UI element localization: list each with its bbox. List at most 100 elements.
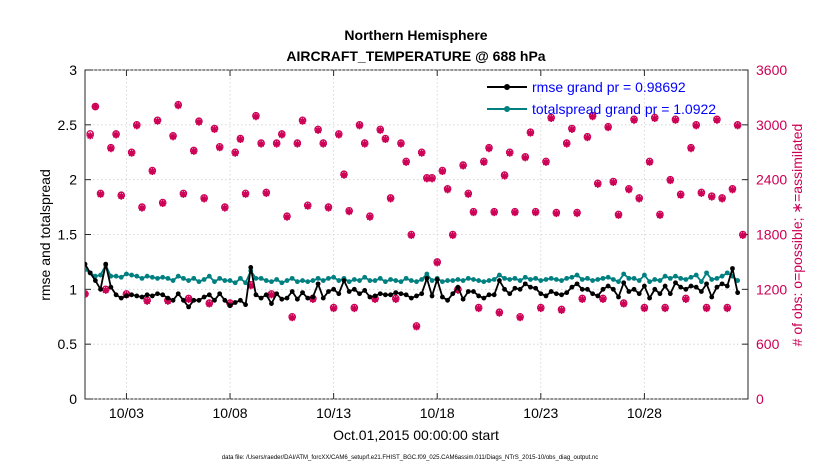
- totalspread-point: [383, 279, 388, 285]
- totalspread-point: [294, 279, 300, 285]
- y-tick-label-right: 3600: [756, 62, 787, 78]
- rmse-point: [496, 278, 502, 283]
- obs-assimilated-point: [547, 114, 555, 123]
- rmse-point: [424, 275, 430, 281]
- obs-assimilated-point: [133, 122, 141, 130]
- y-axis-label-left: rmse and totalspread: [37, 169, 53, 301]
- rmse-point: [284, 295, 290, 301]
- rmse-point: [724, 283, 730, 289]
- rmse-point: [175, 291, 181, 297]
- totalspread-point: [346, 279, 352, 285]
- rmse-point: [574, 281, 580, 287]
- obs-assimilated-point: [702, 304, 711, 313]
- rmse-point: [455, 284, 461, 290]
- totalspread-point: [491, 277, 497, 282]
- obs-assimilated-point: [107, 144, 115, 153]
- y-tick-label-left: 0: [69, 391, 77, 407]
- totalspread-point: [445, 278, 450, 283]
- obs-assimilated-point: [252, 113, 260, 121]
- obs-assimilated-point: [609, 178, 617, 187]
- rmse-point: [289, 289, 295, 294]
- obs-assimilated-point: [661, 304, 669, 313]
- rmse-point: [139, 294, 145, 300]
- y-tick-label-right: 600: [756, 336, 780, 352]
- totalspread-point: [502, 275, 507, 281]
- footer-note: data file: /Users/raeder/DAI/ATM_forcXX/…: [222, 455, 598, 461]
- rmse-point: [439, 294, 445, 300]
- totalspread-point: [124, 271, 129, 277]
- series-layer: [85, 0, 747, 331]
- totalspread-point: [326, 275, 331, 281]
- y-tick-label-right: 3000: [756, 117, 787, 133]
- rmse-point: [326, 289, 331, 294]
- obs-assimilated-point: [708, 193, 716, 201]
- obs-assimilated-point: [511, 208, 519, 217]
- chart-subtitle: AIRCRAFT_TEMPERATURE @ 688 hPa: [286, 48, 545, 64]
- totalspread-point: [253, 275, 259, 281]
- obs-assimilated-point: [236, 135, 244, 144]
- totalspread-point: [574, 272, 580, 278]
- legend-rmse-marker: [504, 84, 510, 90]
- y-tick-label-right: 0: [756, 391, 764, 407]
- obs-assimilated-point: [557, 306, 566, 314]
- obs-assimilated-point: [267, 291, 276, 299]
- obs-assimilated-point: [438, 167, 446, 176]
- obs-assimilated-point: [112, 131, 120, 139]
- rmse-point: [98, 286, 103, 292]
- totalspread-point: [740, 0, 745, 2]
- obs-assimilated-point: [620, 300, 628, 308]
- rmse-point: [642, 283, 647, 289]
- rmse-point: [206, 292, 212, 298]
- rmse-point: [657, 291, 663, 297]
- rmse-point: [351, 286, 357, 292]
- obs-assimilated-point: [500, 172, 509, 180]
- rmse-point: [87, 270, 93, 276]
- obs-assimilated-point: [102, 286, 110, 294]
- obs-assimilated-point: [532, 208, 540, 217]
- totalspread-point: [134, 273, 140, 279]
- totalspread-point: [507, 277, 513, 282]
- rmse-point: [533, 285, 539, 291]
- legend-totalspread-marker: [504, 106, 510, 112]
- obs-assimilated-point: [407, 231, 415, 240]
- obs-assimilated-point: [247, 282, 255, 290]
- totalspread-point: [113, 273, 119, 279]
- totalspread-point: [300, 278, 305, 283]
- rmse-point: [201, 294, 207, 300]
- totalspread-point: [642, 272, 647, 278]
- totalspread-point: [719, 273, 725, 279]
- rmse-point: [398, 291, 404, 297]
- rmse-point: [616, 294, 621, 300]
- totalspread-point: [367, 278, 373, 283]
- rmse-point: [243, 302, 248, 308]
- totalspread-point: [289, 275, 295, 281]
- obs-assimilated-point: [138, 204, 146, 212]
- obs-assimilated-point: [645, 158, 654, 166]
- obs-assimilated-point: [614, 211, 623, 219]
- obs-assimilated-point: [174, 102, 182, 110]
- obs-assimilated-point: [273, 140, 281, 148]
- rmse-point: [688, 283, 694, 289]
- obs-assimilated-point: [739, 231, 747, 240]
- rmse-point: [647, 295, 652, 301]
- rmse-point: [248, 265, 254, 270]
- obs-assimilated-point: [257, 140, 265, 148]
- obs-assimilated-point: [490, 208, 498, 217]
- y-tick-label-left: 2: [69, 172, 77, 188]
- obs-assimilated-point: [713, 116, 721, 124]
- obs-assimilated-point: [651, 114, 659, 123]
- totalspread-point: [331, 274, 337, 280]
- totalspread-point: [673, 273, 678, 279]
- rmse-point: [610, 286, 616, 292]
- rmse-point: [191, 297, 197, 303]
- totalspread-point: [538, 278, 544, 283]
- rmse-point: [336, 291, 342, 297]
- totalspread-point: [108, 273, 114, 279]
- rmse-point: [274, 291, 280, 297]
- rmse-point: [678, 284, 684, 290]
- totalspread-point: [222, 278, 228, 283]
- rmse-point: [315, 281, 321, 287]
- totalspread-point: [227, 278, 233, 283]
- obs-assimilated-point: [262, 189, 270, 197]
